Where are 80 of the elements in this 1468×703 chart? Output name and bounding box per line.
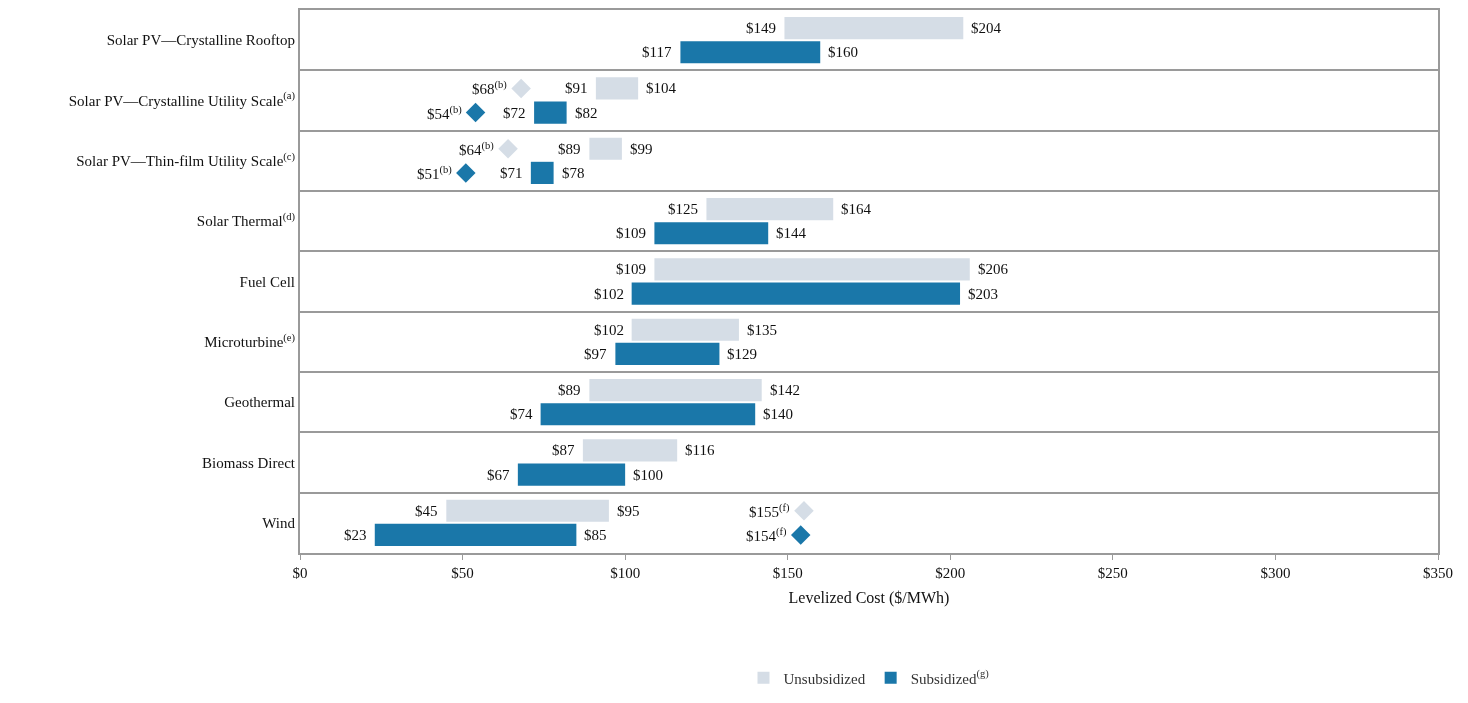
annotation: $67 [487,467,510,483]
x-tick-label: $50 [451,565,474,581]
annotation: $140 [763,406,793,422]
bar [654,222,769,245]
annotation: $164 [841,201,872,217]
bar [540,403,756,426]
annotation: $51$^{(b)}$ [417,164,453,183]
annotation: $87 [552,442,575,458]
annotation: $74 [510,406,533,422]
annotation: $71 [500,165,523,181]
legend-label: Subsidized$^{(g)}$ [910,668,990,687]
annotation: $109 [616,225,646,241]
annotation: $204 [971,20,1002,36]
x-tick-label: $150 [772,565,803,581]
annotation: $117 [642,44,672,60]
y-tick-label: Solar PV—Thin-film Utility Scale$^{(c)}$ [76,150,296,170]
bar [595,77,639,100]
bar [706,198,834,221]
x-tick-label: $350 [1423,565,1453,581]
x-tick-label: $300 [1260,565,1291,581]
annotation: $102 [594,286,624,302]
x-axis-title: Levelized Cost ($/MWh) [788,589,950,608]
y-tick-label: Solar Thermal$^{(d)}$ [196,211,296,230]
y-tick-label: Wind [262,515,296,532]
annotation: $102 [594,322,624,338]
annotation: $68$^{(b)}$ [472,79,508,98]
annotation: $23 [344,527,367,543]
annotation: $99 [630,141,653,157]
annotation: $109 [616,261,646,277]
annotation: $78 [562,165,585,181]
annotation: $160 [828,44,858,60]
bar [654,258,970,281]
bar [784,17,964,40]
bar [446,499,609,522]
annotation: $125 [668,201,698,217]
annotation: $100 [633,467,663,483]
y-tick-label: Biomass Direct [202,454,296,471]
annotation: $142 [770,382,800,398]
y-tick-label: Solar PV—Crystalline Utility Scale$^{(a)}$ [68,90,296,109]
annotation: $116 [685,442,715,458]
annotation: $154$^{(f)}$ [746,526,787,545]
annotation: $144 [776,225,807,241]
bar [534,101,567,124]
bar [631,282,961,305]
bar [530,161,554,184]
bar [589,137,622,160]
annotation: $104 [646,80,677,96]
annotation: $97 [584,346,607,362]
x-tick-label: $0 [292,565,308,581]
annotation: $45 [415,503,438,519]
x-tick-label: $250 [1097,565,1128,581]
bar [615,342,720,365]
annotation: $82 [575,105,598,121]
annotation: $72 [503,105,526,121]
legend-label: Unsubsidized [783,670,866,687]
y-tick-label: Solar PV—Crystalline Rooftop [106,32,295,49]
bar [589,379,762,402]
annotation: $85 [584,527,607,543]
bar [582,439,678,462]
annotation: $206 [978,261,1009,277]
annotation: $95 [617,503,640,519]
annotation: $149 [746,20,776,36]
annotation: $54$^{(b)}$ [427,104,463,123]
x-tick-label: $200 [935,565,966,581]
annotation: $89 [558,141,581,157]
annotation: $64$^{(b)}$ [459,140,495,159]
annotation: $91 [565,80,588,96]
bar [680,41,821,64]
x-tick-label: $100 [610,565,641,581]
bar [374,523,577,546]
y-tick-label: Microturbine$^{(e)}$ [204,331,296,351]
y-tick-label: Fuel Cell [239,273,295,290]
bar [517,463,626,486]
annotation: $135 [747,322,777,338]
annotation: $155$^{(f)}$ [749,502,790,521]
y-tick-label: Geothermal [224,394,295,411]
annotation: $203 [968,286,998,302]
annotation: $129 [727,346,757,362]
bar [631,318,739,341]
annotation: $89 [558,382,581,398]
